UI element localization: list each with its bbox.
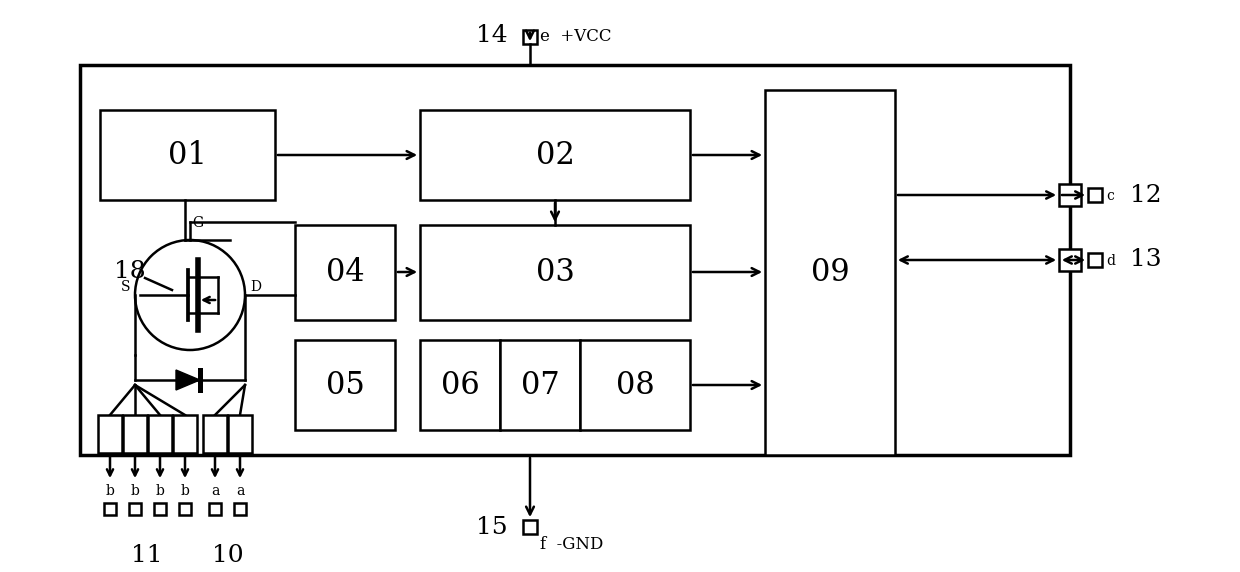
Bar [420, 225, 689, 320]
Bar [295, 340, 396, 430]
Text: 07: 07 [521, 370, 559, 400]
Bar [203, 415, 227, 453]
Text: 01: 01 [169, 140, 207, 170]
Text: c: c [1106, 189, 1114, 203]
Bar [523, 30, 537, 44]
Bar [98, 415, 122, 453]
Text: e  +VCC: e +VCC [539, 28, 611, 45]
Text: b: b [181, 484, 190, 498]
Text: a: a [211, 484, 219, 498]
Bar [154, 503, 166, 515]
Text: 12: 12 [1130, 184, 1162, 206]
Bar [81, 65, 1070, 455]
Text: 05: 05 [326, 370, 365, 400]
Text: 04: 04 [326, 257, 365, 288]
Bar [580, 340, 689, 430]
Bar [129, 503, 141, 515]
Bar [420, 340, 500, 430]
Bar [420, 110, 689, 200]
Bar [179, 503, 191, 515]
Bar [100, 110, 275, 200]
Text: 11: 11 [131, 543, 162, 566]
Text: 08: 08 [615, 370, 655, 400]
Text: d: d [1106, 254, 1115, 268]
Bar [295, 225, 396, 320]
Bar [123, 415, 148, 453]
Text: 13: 13 [1130, 248, 1162, 272]
Bar [104, 503, 117, 515]
Bar [1059, 249, 1081, 271]
Bar [148, 415, 172, 453]
Text: 03: 03 [536, 257, 574, 288]
Bar [765, 90, 895, 455]
Bar [1087, 253, 1102, 267]
Bar [174, 415, 197, 453]
Text: 18: 18 [114, 260, 146, 284]
Text: b: b [155, 484, 165, 498]
Bar [1059, 184, 1081, 206]
Text: 15: 15 [476, 515, 508, 538]
Text: b: b [105, 484, 114, 498]
Bar [500, 340, 580, 430]
Text: b: b [130, 484, 139, 498]
Text: 06: 06 [440, 370, 480, 400]
Bar [523, 520, 537, 534]
Text: G: G [192, 216, 203, 230]
Polygon shape [176, 370, 200, 390]
Text: 02: 02 [536, 140, 574, 170]
Text: f  -GND: f -GND [539, 536, 604, 553]
Bar [234, 503, 246, 515]
Bar [228, 415, 252, 453]
Text: S: S [120, 280, 130, 294]
Bar [1087, 188, 1102, 202]
Text: 10: 10 [212, 543, 244, 566]
Text: a: a [236, 484, 244, 498]
Text: 14: 14 [476, 25, 508, 47]
Text: 09: 09 [811, 257, 849, 288]
Text: D: D [250, 280, 260, 294]
Bar [210, 503, 221, 515]
